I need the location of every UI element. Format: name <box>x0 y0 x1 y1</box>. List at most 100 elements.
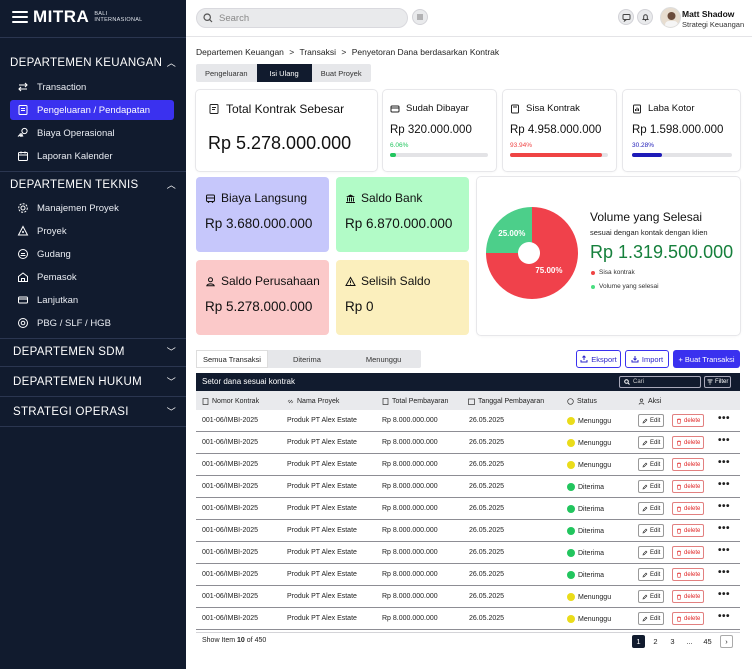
search-input[interactable]: Search <box>196 8 408 28</box>
sidebar-item-manajemen-proyek[interactable]: Manajemen Proyek <box>10 198 174 218</box>
section-hukum[interactable]: DEPARTEMEN HUKUM ﹀ <box>13 375 176 388</box>
sidebar-item-lanjutkan[interactable]: Lanjutkan <box>10 290 174 310</box>
sidebar-item-transaction[interactable]: Transaction <box>10 77 174 97</box>
sidebar-item-gudang[interactable]: Gudang <box>10 244 174 264</box>
breadcrumb-item[interactable]: Departemen Keuangan <box>196 47 284 57</box>
edit-button[interactable]: Edit <box>638 612 665 625</box>
delete-button[interactable]: delete <box>672 612 705 625</box>
certificate-icon <box>18 318 28 328</box>
wallet-icon <box>390 105 400 112</box>
col-nama-proyek: Nama Proyek <box>287 392 339 410</box>
progress-bar <box>510 153 608 157</box>
notification-button[interactable] <box>637 9 653 25</box>
tab-pengeluaran[interactable]: Pengeluaran <box>205 68 248 78</box>
col-status: Status <box>567 392 597 410</box>
volume-subtitle: sesuai dengan kontak dengan klien <box>590 228 708 237</box>
next-page-icon[interactable]: › <box>720 635 733 648</box>
status-badge: Diterima <box>567 549 604 557</box>
status-badge: Menunggu <box>567 439 611 447</box>
divider <box>0 338 186 339</box>
page-button[interactable]: 1 <box>632 635 645 648</box>
page-button[interactable]: 2 <box>653 637 658 646</box>
edit-button[interactable]: Edit <box>638 458 665 471</box>
delete-button[interactable]: delete <box>672 458 705 471</box>
delete-button[interactable]: delete <box>672 590 705 603</box>
pencil-icon <box>642 594 648 599</box>
table-row: 001-06/IMBI-2025 Produk PT Alex Estate Rp … <box>196 410 740 432</box>
pencil-icon <box>642 550 648 555</box>
section-teknis[interactable]: DEPARTEMEN TEKNIS ︿ <box>10 178 176 191</box>
export-button[interactable]: Eksport <box>576 350 621 368</box>
messages-button[interactable] <box>618 9 634 25</box>
status-badge: Menunggu <box>567 461 611 469</box>
delete-button[interactable]: delete <box>672 524 705 537</box>
status-badge: Diterima <box>567 505 604 513</box>
sidebar-item-biaya-operasional[interactable]: Biaya Operasional <box>10 123 174 143</box>
card-icon <box>18 296 28 304</box>
edit-button[interactable]: Edit <box>638 524 665 537</box>
page-button[interactable]: 3 <box>670 637 675 646</box>
cell-contract: 001-06/IMBI-2025 <box>202 417 259 424</box>
filter-button[interactable]: Filter <box>704 376 731 388</box>
more-options-icon[interactable]: ••• <box>717 479 730 490</box>
create-transaction-button[interactable]: + Buat Transaksi <box>673 350 740 368</box>
more-options-icon[interactable]: ••• <box>717 435 730 446</box>
page-button[interactable]: 45 <box>703 637 712 646</box>
filter-settings-button[interactable] <box>412 9 428 25</box>
more-options-icon[interactable]: ••• <box>717 413 730 424</box>
sidebar-item-proyek[interactable]: Proyek <box>10 221 174 241</box>
volume-title: Volume yang Selesai <box>590 210 703 224</box>
edit-button[interactable]: Edit <box>638 480 665 493</box>
sidebar-item-pengeluaran[interactable]: Pengeluaran / Pendapatan <box>10 100 174 120</box>
edit-button[interactable]: Edit <box>638 436 665 449</box>
status-dot <box>567 527 575 535</box>
delete-button[interactable]: delete <box>672 436 705 449</box>
more-options-icon[interactable]: ••• <box>717 611 730 622</box>
table-row: 001-06/IMBI-2025 Produk PT Alex Estate Rp … <box>196 476 740 498</box>
delete-button[interactable]: delete <box>672 480 705 493</box>
trash-icon <box>677 528 681 534</box>
breadcrumb-item[interactable]: Transaksi <box>299 47 336 57</box>
more-options-icon[interactable]: ••• <box>717 589 730 600</box>
edit-button[interactable]: Edit <box>638 568 665 581</box>
cell-project: Produk PT Alex Estate <box>287 549 357 556</box>
delete-button[interactable]: delete <box>672 568 705 581</box>
more-options-icon[interactable]: ••• <box>717 457 730 468</box>
import-button[interactable]: Import <box>625 350 669 368</box>
delete-button[interactable]: delete <box>672 414 705 427</box>
sidebar-item-laporan-kalender[interactable]: Laporan Kalender <box>10 146 174 166</box>
table-search-input[interactable]: Cari <box>619 376 701 388</box>
sidebar-item-pemasok[interactable]: Pemasok <box>10 267 174 287</box>
more-options-icon[interactable]: ••• <box>717 545 730 556</box>
cell-amount: Rp 8.000.000.000 <box>382 549 438 556</box>
delete-button[interactable]: delete <box>672 546 705 559</box>
tab-isi-ulang[interactable]: Isi Ulang <box>256 64 312 82</box>
edit-button[interactable]: Edit <box>638 414 665 427</box>
bell-icon <box>641 13 649 21</box>
section-keuangan[interactable]: DEPARTEMEN KEUANGAN ︿ <box>10 56 176 69</box>
edit-button[interactable]: Edit <box>638 502 665 515</box>
edit-button[interactable]: Edit <box>638 590 665 603</box>
table-row: 001-06/IMBI-2025 Produk PT Alex Estate Rp … <box>196 608 740 630</box>
avatar[interactable] <box>660 7 681 28</box>
cell-project: Produk PT Alex Estate <box>287 461 357 468</box>
tab-menunggu[interactable]: Menunggu <box>365 354 402 364</box>
sidebar-item-pbg[interactable]: PBG / SLF / HGB <box>10 313 174 333</box>
tab-semua-transaksi[interactable]: Semua Transaksi <box>196 350 268 368</box>
section-sdm[interactable]: DEPARTEMEN SDM ﹀ <box>13 345 176 358</box>
tab-buat-proyek[interactable]: Buat Proyek <box>320 68 362 78</box>
edit-button[interactable]: Edit <box>638 546 665 559</box>
volume-card: 75.00% 25.00% Volume yang Selesai sesuai … <box>477 177 740 335</box>
card-selisih-saldo: Selisih Saldo Rp 0 <box>336 260 469 335</box>
menu-icon[interactable] <box>12 11 28 23</box>
table-row: 001-06/IMBI-2025 Produk PT Alex Estate Rp … <box>196 520 740 542</box>
more-options-icon[interactable]: ••• <box>717 523 730 534</box>
delete-button[interactable]: delete <box>672 502 705 515</box>
more-options-icon[interactable]: ••• <box>717 567 730 578</box>
pie-slice-1 <box>486 207 532 253</box>
cell-amount: Rp 8.000.000.000 <box>382 505 438 512</box>
tab-diterima[interactable]: Diterima <box>292 354 321 364</box>
section-strategi[interactable]: STRATEGI OPERASI ﹀ <box>13 405 176 418</box>
legend-item: Sisa kontrak <box>591 269 635 276</box>
more-options-icon[interactable]: ••• <box>717 501 730 512</box>
